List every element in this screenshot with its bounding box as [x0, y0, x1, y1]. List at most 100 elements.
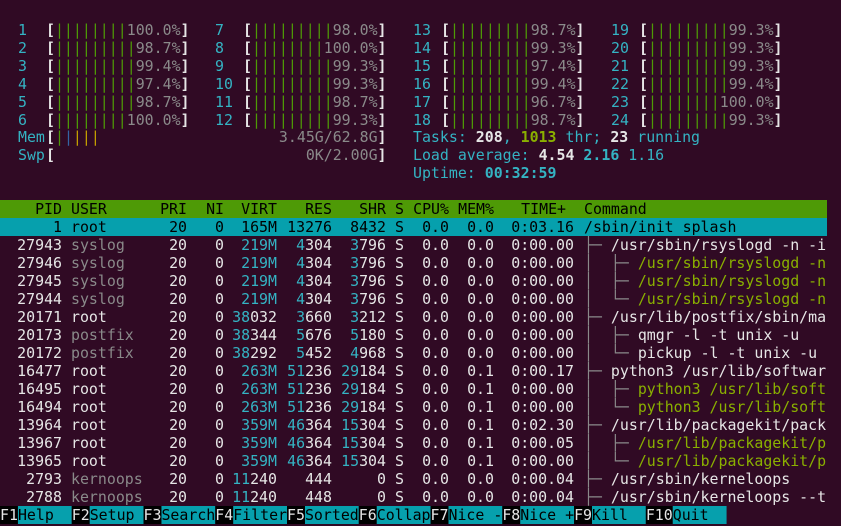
- function-label-bg: [17, 506, 72, 524]
- process-cell: 20: [169, 434, 187, 452]
- meter-bracket: ]: [774, 39, 783, 57]
- cpu-bar: |||||||||: [55, 57, 136, 75]
- cpu-percent: 100.0%: [324, 39, 378, 57]
- process-command: python3 /usr/lib/soft: [638, 398, 826, 416]
- process-cell: 0.0: [422, 272, 449, 290]
- function-label[interactable]: Search: [161, 506, 215, 524]
- process-cell: 11240: [232, 470, 277, 488]
- meter-bracket: ]: [378, 21, 387, 39]
- function-key[interactable]: F1: [0, 506, 18, 524]
- meter-bracket: ]: [378, 128, 387, 146]
- process-cell: 51236: [287, 398, 332, 416]
- process-cell: 20: [169, 488, 187, 506]
- function-label[interactable]: Help: [18, 506, 54, 524]
- meter-bracket: ]: [378, 93, 387, 111]
- process-cell: 0.0: [422, 344, 449, 362]
- cpu-bar: |||||||||: [450, 111, 531, 129]
- process-cell: 46364: [287, 434, 332, 452]
- meter-bracket: ]: [576, 93, 585, 111]
- function-key[interactable]: F4: [215, 506, 233, 524]
- cpu-percent: 98.0%: [333, 21, 378, 39]
- process-command: /usr/sbin/rsyslogd -n -i: [611, 236, 826, 254]
- function-key-bg: [215, 506, 234, 524]
- function-key[interactable]: F8: [502, 506, 520, 524]
- function-label[interactable]: Sorted: [305, 506, 359, 524]
- tree-branch: │ └─: [584, 343, 638, 362]
- process-cell: 4304: [296, 272, 332, 290]
- meter-bracket: [: [639, 57, 648, 75]
- function-key[interactable]: F5: [287, 506, 305, 524]
- process-cell: 15304: [341, 416, 386, 434]
- tree-branch: ├─: [584, 308, 611, 326]
- cpu-percent: 99.3%: [333, 57, 378, 75]
- process-cell: 359M: [241, 452, 277, 470]
- function-label[interactable]: Kill: [592, 506, 628, 524]
- process-cell: 165M: [241, 218, 277, 236]
- process-cell: 0.0: [467, 470, 494, 488]
- process-cell: 27943: [17, 236, 62, 254]
- cpu-bar: |||||||||: [55, 75, 136, 93]
- process-cell: 13276: [287, 218, 332, 236]
- process-cell: 16494: [17, 398, 62, 416]
- tree-branch: ├─: [584, 362, 611, 380]
- function-label[interactable]: Quit: [673, 506, 709, 524]
- meter-bracket: ]: [181, 39, 190, 57]
- function-key[interactable]: F3: [144, 506, 162, 524]
- process-cell: root: [71, 308, 107, 326]
- meter-bracket: [: [243, 57, 252, 75]
- process-cell: 0: [215, 434, 224, 452]
- meter-bracket: [: [46, 128, 55, 146]
- cpu-percent: 96.7%: [531, 93, 576, 111]
- process-cell: 0.0: [422, 380, 449, 398]
- meter-bracket: ]: [378, 39, 387, 57]
- function-label[interactable]: Setup: [90, 506, 135, 524]
- process-cell: 29184: [341, 362, 386, 380]
- column-header: Command: [584, 200, 647, 218]
- function-key-bg: [143, 506, 162, 524]
- function-key-bg: [71, 506, 90, 524]
- tree-branch: │ └─: [584, 451, 638, 470]
- function-label[interactable]: Nice -: [449, 506, 503, 524]
- function-key[interactable]: F7: [431, 506, 449, 524]
- function-label[interactable]: Filter: [233, 506, 287, 524]
- process-cell: 0.0: [467, 254, 494, 272]
- process-cell: 0.1: [467, 362, 494, 380]
- process-cell: root: [71, 434, 107, 452]
- cpu-percent: 99.3%: [333, 111, 378, 129]
- process-cell: 13967: [17, 434, 62, 452]
- cpu-percent: 98.7%: [531, 21, 576, 39]
- function-key[interactable]: F9: [574, 506, 592, 524]
- cpu-label: 4: [18, 75, 27, 93]
- meter-bracket: [: [46, 75, 55, 93]
- process-command: python3 /usr/lib/softwar: [611, 362, 826, 380]
- function-key[interactable]: F2: [72, 506, 90, 524]
- meter-bracket: ]: [576, 57, 585, 75]
- cpu-label: 17: [413, 93, 431, 111]
- function-label-bg: [592, 506, 646, 524]
- summary-text: 23: [610, 128, 628, 146]
- cpu-percent: 99.3%: [729, 57, 774, 75]
- cpu-label: 11: [215, 93, 233, 111]
- meter-bracket: ]: [378, 146, 387, 164]
- process-cell: 20: [169, 398, 187, 416]
- cpu-bar: |||||||||: [648, 111, 729, 129]
- cpu-label: 19: [611, 21, 629, 39]
- process-cell: 38032: [232, 308, 277, 326]
- function-key[interactable]: F6: [359, 506, 377, 524]
- process-cell: 0.0: [467, 344, 494, 362]
- function-label[interactable]: Collap: [377, 506, 431, 524]
- tree-branch: │ ├─: [584, 434, 638, 452]
- cpu-label: 6: [18, 111, 27, 129]
- function-label-bg: [376, 506, 431, 524]
- process-cell: 0.0: [422, 398, 449, 416]
- process-cell: S: [395, 236, 404, 254]
- process-cell: 15304: [341, 452, 386, 470]
- process-cell: 20171: [17, 308, 62, 326]
- cpu-percent: 99.4%: [136, 57, 181, 75]
- process-command: /sbin/init splash: [584, 218, 736, 236]
- function-label[interactable]: Nice +: [520, 506, 574, 524]
- function-key[interactable]: F10: [646, 506, 673, 524]
- tree-branch: │ ├─: [584, 326, 638, 344]
- process-cell: 20: [169, 218, 187, 236]
